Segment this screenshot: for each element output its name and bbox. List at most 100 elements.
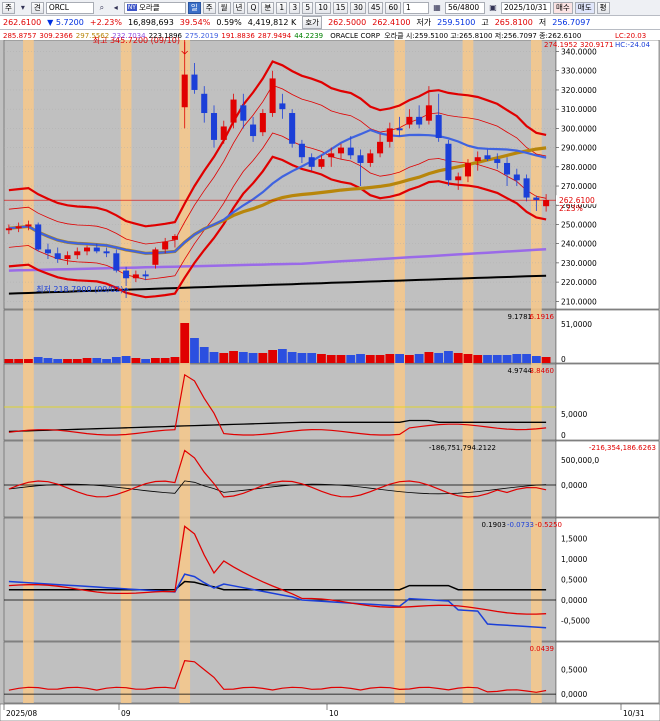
candle[interactable] [64, 251, 71, 265]
candle[interactable] [543, 194, 550, 212]
period-minute-button[interactable]: 분 [261, 1, 275, 14]
ind4-main-line [8, 660, 547, 693]
calendar-icon[interactable]: ▣ [489, 3, 497, 12]
candle[interactable] [113, 249, 120, 273]
corner-hc: HC:-24.04 [615, 41, 651, 49]
candle[interactable] [416, 105, 423, 129]
interval-10-button[interactable]: 10 [315, 1, 331, 14]
date-field[interactable]: 2025/10/31 [500, 1, 551, 14]
period-day-button[interactable]: 일 [187, 1, 201, 14]
candle[interactable] [181, 40, 188, 129]
candle[interactable] [513, 168, 520, 187]
candle[interactable] [474, 151, 481, 171]
volume-bar [121, 356, 131, 363]
volume-bar [424, 352, 434, 363]
candle[interactable] [210, 105, 218, 148]
search-mode-button[interactable]: 견 [30, 1, 44, 14]
candle[interactable] [377, 134, 384, 158]
candle[interactable] [504, 157, 511, 187]
candle[interactable] [83, 245, 91, 256]
interval-15-button[interactable]: 15 [332, 1, 349, 14]
quote-volume: 16,898,693 [127, 18, 174, 27]
grid-icon[interactable]: ▦ [433, 3, 441, 12]
candle[interactable] [494, 153, 501, 169]
candle[interactable] [435, 93, 442, 142]
candle[interactable] [240, 93, 247, 129]
candle[interactable] [523, 174, 530, 202]
candle[interactable] [279, 93, 286, 119]
candle[interactable] [425, 86, 432, 125]
candle[interactable] [367, 149, 374, 167]
candle[interactable] [123, 266, 130, 286]
ind3-tick-label: 1,0000 [561, 555, 587, 564]
sell-button[interactable]: 매도 [574, 1, 595, 14]
mode-button[interactable]: 주 [2, 1, 15, 14]
candle[interactable] [132, 270, 139, 283]
interval-input[interactable]: 1 [402, 1, 429, 14]
candle[interactable] [289, 109, 296, 148]
arrow-left-icon[interactable]: ◂ [113, 3, 118, 12]
interval-30-button[interactable]: 30 [350, 1, 366, 14]
candle[interactable] [464, 159, 472, 183]
candle[interactable] [269, 70, 276, 117]
candle[interactable] [74, 247, 81, 260]
period-year-button[interactable]: 년 [232, 1, 246, 14]
ask-button[interactable]: 호가 [302, 16, 323, 29]
search-icon[interactable]: ⌕ [99, 2, 105, 12]
stock-name-field[interactable]: NY 오라클 [123, 1, 186, 14]
candle[interactable] [25, 220, 32, 231]
candle[interactable] [298, 139, 305, 163]
candle[interactable] [54, 247, 61, 263]
bar-count-field[interactable]: 56/4800 [444, 1, 485, 14]
candle[interactable] [259, 109, 266, 137]
period-month-button[interactable]: 월 [217, 1, 231, 14]
chevron-down-icon[interactable]: ▾ [20, 3, 25, 12]
candle[interactable] [201, 86, 208, 123]
candle[interactable] [152, 247, 159, 269]
volume-bar [346, 355, 356, 363]
candle[interactable] [250, 116, 257, 142]
candle[interactable] [171, 234, 178, 248]
quote-price: 262.6100 [3, 18, 42, 27]
candle[interactable] [396, 116, 403, 137]
candle[interactable] [328, 147, 335, 167]
interval-3-button[interactable]: 3 [289, 1, 301, 14]
interval-60-button[interactable]: 60 [385, 1, 401, 14]
candle[interactable] [142, 270, 149, 281]
buy-button[interactable]: 매수 [552, 1, 573, 14]
candle[interactable] [220, 120, 227, 144]
extra-button[interactable]: 평 [596, 1, 610, 14]
candle-body [416, 116, 423, 125]
candle[interactable] [318, 155, 325, 169]
candle[interactable] [5, 224, 12, 235]
candle[interactable] [230, 93, 237, 129]
candle[interactable] [533, 195, 540, 212]
candle[interactable] [103, 247, 110, 258]
candle[interactable] [93, 243, 100, 254]
interval-1-button[interactable]: 1 [276, 1, 288, 14]
candle[interactable] [35, 222, 42, 252]
candle[interactable] [386, 122, 393, 148]
candle[interactable] [347, 136, 354, 160]
ind1-main-line [8, 373, 547, 436]
candle[interactable] [406, 109, 413, 129]
interval-45-button[interactable]: 45 [367, 1, 384, 14]
candle[interactable] [162, 237, 169, 254]
candle[interactable] [357, 149, 364, 187]
candle[interactable] [191, 63, 198, 94]
legend-strip [0, 30, 660, 40]
stock-chart[interactable]: 340.0000 330.0000 320.0000 310.0000 300.0000… [0, 30, 660, 721]
candle[interactable] [44, 243, 51, 260]
candle[interactable] [337, 143, 345, 160]
period-week-button[interactable]: 주 [202, 1, 216, 14]
candle[interactable] [484, 149, 491, 162]
candle[interactable] [455, 172, 462, 190]
candle[interactable] [445, 139, 452, 187]
period-quarter-button[interactable]: Q [247, 1, 260, 14]
symbol-input[interactable]: ORCL [45, 1, 94, 14]
candle[interactable] [15, 222, 22, 233]
corner-lc-val: 320.9171 [580, 41, 613, 49]
ind3-red-line [8, 525, 547, 615]
candle[interactable] [308, 153, 315, 171]
interval-5-button[interactable]: 5 [302, 1, 314, 14]
